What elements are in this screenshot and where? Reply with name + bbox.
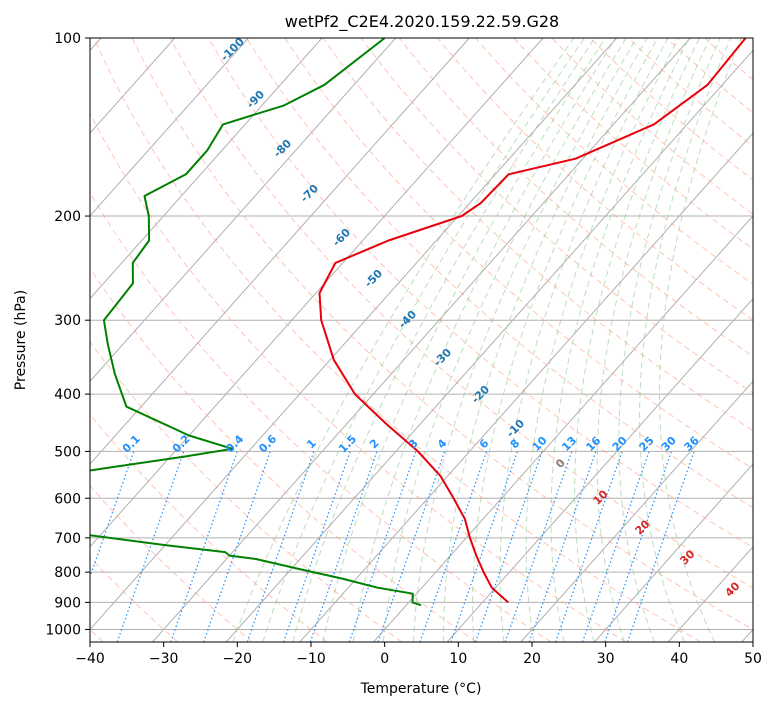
mixing-ratio-label: 2 <box>367 437 382 452</box>
dry-adiabat-line <box>0 38 476 642</box>
y-tick-label: 500 <box>54 444 81 460</box>
moist-adiabat-line <box>526 38 678 642</box>
x-tick-label: 30 <box>597 651 615 667</box>
dry-adiabat-line <box>438 38 775 642</box>
mixing-ratio-label: 0.1 <box>120 432 143 455</box>
isotherm-line <box>521 38 775 642</box>
mixing-ratio-label: 20 <box>610 434 630 454</box>
chart-title: wetPf2_C2E4.2020.159.22.59.G28 <box>285 12 559 32</box>
x-axis-label: Temperature (°C) <box>360 681 482 697</box>
dry-adiabat-label: -90 <box>244 88 267 111</box>
moist-adiabat-label: 40 <box>723 579 743 599</box>
x-tick-label: 10 <box>449 651 467 667</box>
mixing-ratio-line <box>378 451 445 642</box>
isotherm-line <box>0 38 469 642</box>
isotherm-line <box>374 38 775 642</box>
mixing-ratio-label: 36 <box>682 434 702 454</box>
y-tick-label: 200 <box>54 209 81 225</box>
mixing-ratio-label: 30 <box>659 434 679 454</box>
isotherm-line <box>742 38 775 642</box>
y-axis-ticks: 100 200 300 400 500 600 700 800 900 1000 <box>45 31 90 638</box>
mixing-ratio-line <box>420 451 487 642</box>
mixing-ratio-line <box>556 451 623 642</box>
mixing-ratio-line <box>349 451 416 642</box>
mixing-ratio-line <box>310 451 377 642</box>
x-tick-label: 0 <box>380 651 389 667</box>
moist-adiabat-line <box>233 38 574 642</box>
dry-adiabat-label: -20 <box>469 383 492 406</box>
moist-adiabat-label: 30 <box>678 547 698 567</box>
dry-adiabat-label: -50 <box>362 267 385 290</box>
isotherm-line <box>153 38 691 642</box>
moist-adiabat-line <box>383 38 626 642</box>
dry-adiabat-line <box>705 38 775 642</box>
dry-adiabat-line <box>552 38 775 642</box>
y-tick-label: 300 <box>54 313 81 329</box>
dry-adiabat-label: -30 <box>431 346 454 369</box>
mixing-ratio-label: 1 <box>304 437 319 452</box>
mixing-ratio-label: 4 <box>435 436 450 451</box>
y-tick-label: 1000 <box>45 622 81 638</box>
dry-adiabat-label: -80 <box>271 137 294 160</box>
mixing-ratio-label: 1.5 <box>336 432 359 455</box>
isotherm-line <box>447 38 775 642</box>
x-tick-label: 20 <box>523 651 541 667</box>
moist-adiabat-line <box>323 38 605 642</box>
dry-adiabat-line <box>0 38 327 642</box>
dry-adiabat-label: -70 <box>298 182 321 205</box>
dry-adiabat-line <box>285 38 775 642</box>
y-axis-label: Pressure (hPa) <box>13 290 29 390</box>
y-tick-label: 100 <box>54 31 81 47</box>
dry-adiabat-line <box>399 38 775 642</box>
y-tick-label: 400 <box>54 387 81 403</box>
x-tick-label: −10 <box>296 651 326 667</box>
dry-adiabat-label: -100 <box>218 35 247 64</box>
dry-adiabat-line <box>323 38 775 642</box>
mixing-ratio-label: 3 <box>406 437 421 452</box>
x-tick-label: −30 <box>149 651 179 667</box>
mixing-ratio-line <box>505 451 572 642</box>
mixing-ratio-line <box>204 451 271 642</box>
x-tick-label: 40 <box>670 651 688 667</box>
moist-adiabat-line <box>293 38 595 642</box>
mixing-ratio-label: 8 <box>508 437 523 452</box>
mixing-ratio-line <box>583 451 650 642</box>
x-tick-label: −40 <box>75 651 105 667</box>
moist-adiabat-label: 10 <box>591 487 611 507</box>
mixing-ratio-line <box>247 451 314 642</box>
moist-adiabat-line <box>551 38 689 642</box>
mixing-ratio-label: 0.6 <box>256 432 279 455</box>
mixing-ratio-line <box>284 451 351 642</box>
isotherm-line <box>0 38 396 642</box>
x-axis-ticks: −40 −30 −20 −10 0 10 20 30 40 50 <box>75 642 762 667</box>
y-tick-label: 600 <box>54 491 81 507</box>
y-tick-label: 700 <box>54 531 81 547</box>
x-tick-label: −20 <box>223 651 253 667</box>
background-grid <box>0 38 775 642</box>
x-tick-label: 50 <box>744 651 762 667</box>
moist-adiabat-label: 20 <box>633 517 653 537</box>
y-tick-label: 800 <box>54 565 81 581</box>
moist-adiabat-label: 0 <box>553 456 568 471</box>
mixing-ratio-line <box>529 451 596 642</box>
dry-adiabat-label: -60 <box>330 226 353 249</box>
y-tick-label: 900 <box>54 595 81 611</box>
data-series <box>0 38 746 605</box>
dry-adiabat-label: -40 <box>396 308 419 331</box>
